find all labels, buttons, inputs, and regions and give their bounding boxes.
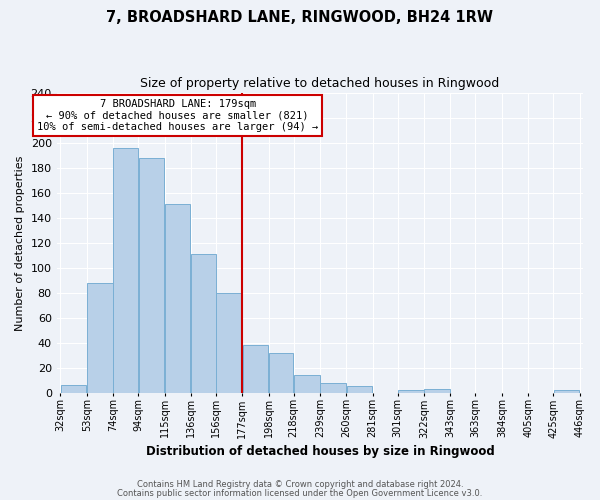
Bar <box>87 283 113 393</box>
Bar <box>554 390 579 392</box>
Bar <box>242 345 268 393</box>
Text: 7 BROADSHARD LANE: 179sqm
← 90% of detached houses are smaller (821)
10% of semi: 7 BROADSHARD LANE: 179sqm ← 90% of detac… <box>37 99 318 132</box>
Bar <box>217 293 242 392</box>
Bar <box>61 385 86 392</box>
Bar <box>320 382 346 392</box>
Bar <box>139 158 164 392</box>
Bar <box>113 148 138 392</box>
Title: Size of property relative to detached houses in Ringwood: Size of property relative to detached ho… <box>140 78 500 90</box>
Bar <box>191 254 215 392</box>
X-axis label: Distribution of detached houses by size in Ringwood: Distribution of detached houses by size … <box>146 444 494 458</box>
Bar <box>398 390 424 392</box>
Bar <box>269 352 293 393</box>
Bar <box>294 375 320 392</box>
Bar <box>424 389 450 392</box>
Y-axis label: Number of detached properties: Number of detached properties <box>15 155 25 330</box>
Bar <box>347 386 372 392</box>
Text: Contains HM Land Registry data © Crown copyright and database right 2024.: Contains HM Land Registry data © Crown c… <box>137 480 463 489</box>
Text: Contains public sector information licensed under the Open Government Licence v3: Contains public sector information licen… <box>118 489 482 498</box>
Text: 7, BROADSHARD LANE, RINGWOOD, BH24 1RW: 7, BROADSHARD LANE, RINGWOOD, BH24 1RW <box>107 10 493 25</box>
Bar <box>165 204 190 392</box>
